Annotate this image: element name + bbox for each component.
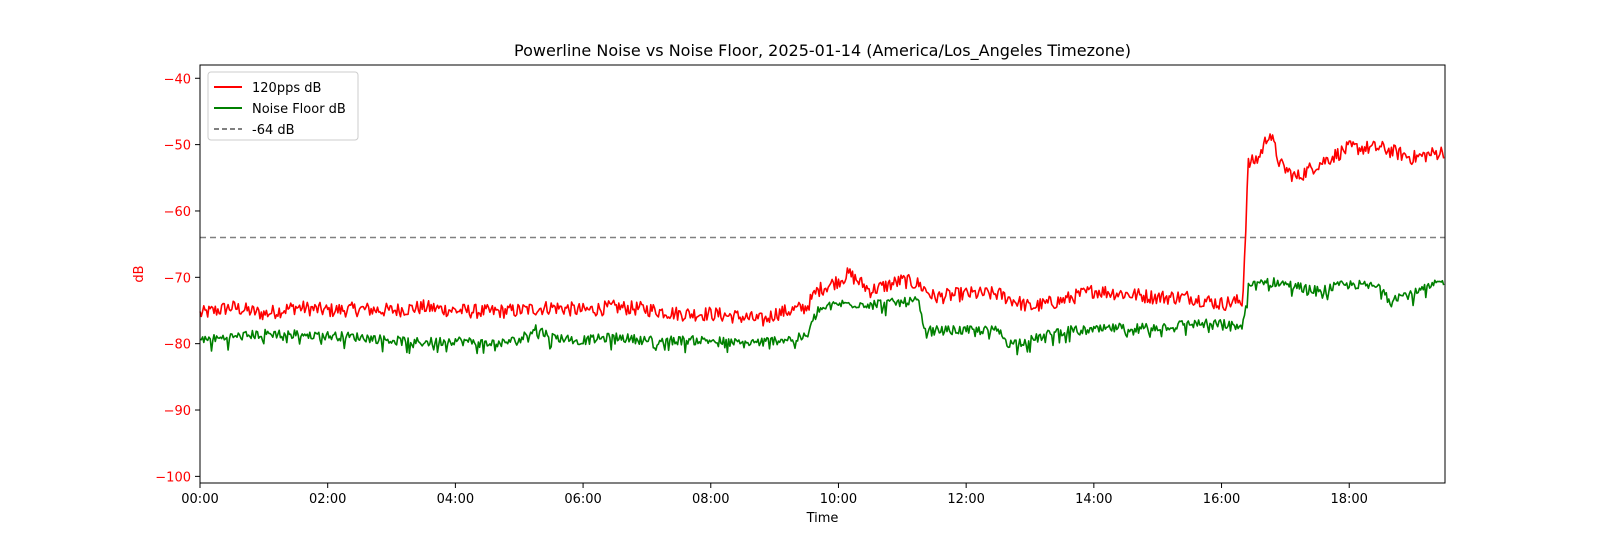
legend-box — [207, 71, 359, 141]
x-axis: 00:00 02:00 04:00 06:00 08:00 10:00 12:00 14:00… — [181, 483, 1368, 507]
x-axis-label: Time — [806, 511, 839, 526]
y-tick-label: −70 — [164, 271, 191, 286]
chart-title: Powerline Noise vs Noise Floor, 2025-01-… — [514, 41, 1131, 61]
x-tick-label: 12:00 — [947, 492, 984, 507]
x-tick-label: 00:00 — [181, 492, 218, 507]
series-line-pps — [199, 133, 1445, 327]
y-tick-label: −50 — [164, 139, 191, 154]
x-tick-label: 06:00 — [564, 492, 601, 507]
series-line-noise-floor — [199, 277, 1445, 356]
legend: 120pps dB Noise Floor dB -64 dB — [207, 71, 359, 141]
legend-label: 120pps dB — [252, 81, 321, 96]
y-tick-label: −90 — [164, 404, 191, 419]
x-tick-label: 08:00 — [692, 492, 729, 507]
x-tick-label: 16:00 — [1203, 492, 1240, 507]
y-axis: −40 −50 −60 −70 −80 −90 −100 — [155, 72, 200, 485]
legend-label: -64 dB — [252, 123, 295, 138]
x-tick-label: 04:00 — [437, 492, 474, 507]
plot-area — [200, 65, 1445, 483]
series-layer — [199, 133, 1445, 356]
x-tick-label: 10:00 — [820, 492, 857, 507]
y-tick-label: −100 — [155, 470, 191, 485]
legend-label: Noise Floor dB — [252, 102, 346, 117]
y-tick-label: −60 — [164, 205, 191, 220]
y-tick-label: −80 — [164, 338, 191, 353]
x-tick-label: 18:00 — [1330, 492, 1367, 507]
plot-frame — [199, 64, 1446, 484]
y-tick-label: −40 — [164, 72, 191, 87]
x-tick-label: 14:00 — [1075, 492, 1112, 507]
x-tick-label: 02:00 — [309, 492, 346, 507]
y-axis-label: dB — [132, 265, 147, 282]
